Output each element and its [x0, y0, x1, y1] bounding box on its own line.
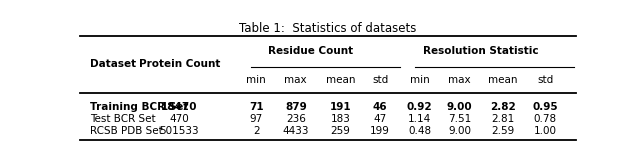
Text: 501533: 501533: [159, 126, 199, 136]
Text: std: std: [372, 75, 388, 85]
Text: 2: 2: [253, 126, 259, 136]
Text: 9.00: 9.00: [447, 102, 472, 112]
Text: 236: 236: [286, 114, 306, 124]
Text: Resolution Statistic: Resolution Statistic: [423, 46, 539, 56]
Text: 1.00: 1.00: [534, 126, 557, 136]
Text: mean: mean: [326, 75, 355, 85]
Text: 879: 879: [285, 102, 307, 112]
Text: min: min: [246, 75, 266, 85]
Text: 9.00: 9.00: [448, 126, 471, 136]
Text: 2.82: 2.82: [490, 102, 516, 112]
Text: std: std: [537, 75, 554, 85]
Text: 0.78: 0.78: [534, 114, 557, 124]
Text: 7.51: 7.51: [448, 114, 471, 124]
Text: Residue Count: Residue Count: [268, 46, 353, 56]
Text: min: min: [410, 75, 429, 85]
Text: Test BCR Set: Test BCR Set: [90, 114, 156, 124]
Text: 4433: 4433: [282, 126, 309, 136]
Text: 1.14: 1.14: [408, 114, 431, 124]
Text: Dataset: Dataset: [90, 59, 136, 69]
Text: 46: 46: [372, 102, 387, 112]
Text: 71: 71: [249, 102, 264, 112]
Text: 18470: 18470: [161, 102, 198, 112]
Text: max: max: [448, 75, 471, 85]
Text: Protein Count: Protein Count: [138, 59, 220, 69]
Text: Table 1:  Statistics of datasets: Table 1: Statistics of datasets: [239, 22, 417, 35]
Text: 0.95: 0.95: [532, 102, 558, 112]
Text: 199: 199: [370, 126, 390, 136]
Text: 47: 47: [374, 114, 387, 124]
Text: 2.81: 2.81: [492, 114, 515, 124]
Text: 0.92: 0.92: [407, 102, 433, 112]
Text: RCSB PDB Set: RCSB PDB Set: [90, 126, 163, 136]
Text: 97: 97: [250, 114, 262, 124]
Text: 259: 259: [330, 126, 350, 136]
Text: 183: 183: [330, 114, 350, 124]
Text: max: max: [284, 75, 307, 85]
Text: 470: 470: [170, 114, 189, 124]
Text: 191: 191: [330, 102, 351, 112]
Text: 0.48: 0.48: [408, 126, 431, 136]
Text: Training BCR Set: Training BCR Set: [90, 102, 188, 112]
Text: 2.59: 2.59: [492, 126, 515, 136]
Text: mean: mean: [488, 75, 518, 85]
